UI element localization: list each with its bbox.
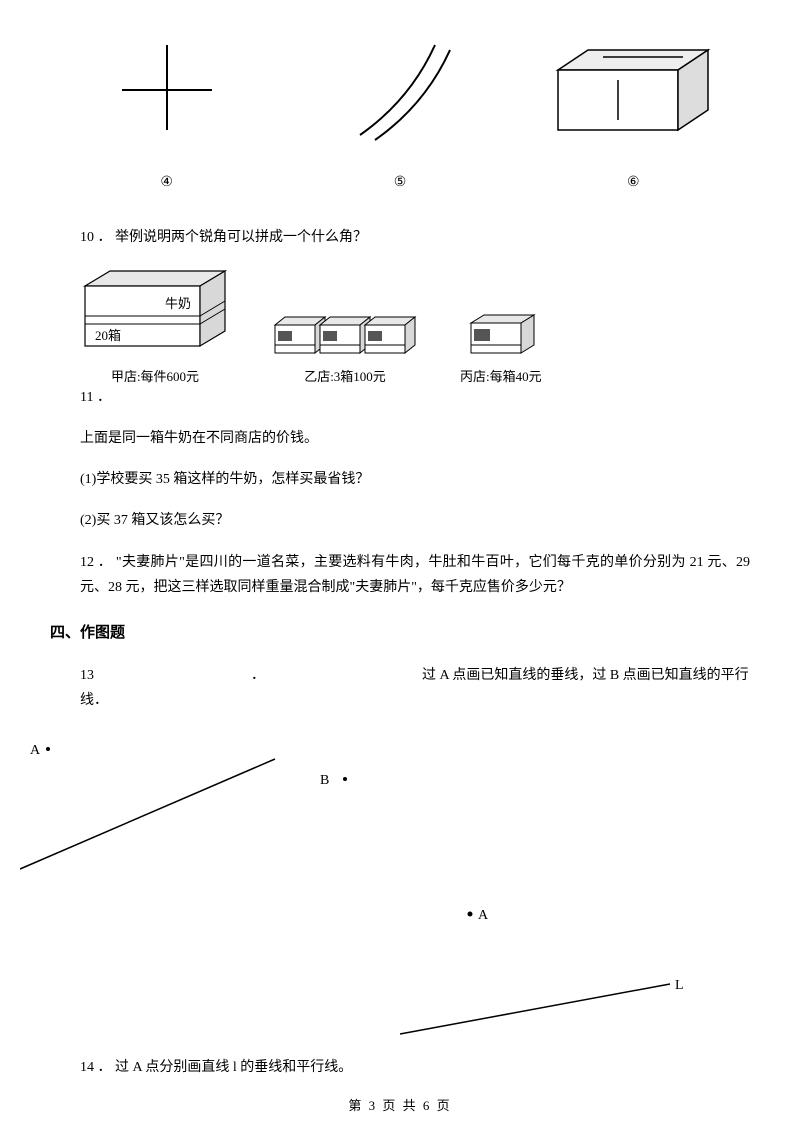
figure-6-box — [517, 40, 750, 150]
q11-num: 11 ． — [80, 390, 111, 405]
milk-label-1: 牛奶 — [165, 296, 191, 311]
question-14: 14 ． 过 A 点分别画直线 l 的垂线和平行线。 — [80, 1055, 750, 1080]
label-4: ④ — [160, 170, 173, 195]
q11-sub1: (1)学校要买 35 箱这样的牛奶，怎样买最省钱？ — [80, 467, 750, 492]
svg-text:B: B — [320, 773, 329, 788]
milk-label-2: 20箱 — [95, 328, 121, 343]
figures-row — [50, 30, 750, 160]
drawing-area-1: A B — [50, 729, 750, 879]
question-13: 13 ． 过 A 点画已知直线的垂线，过 B 点画已知直线的平行线． — [80, 663, 750, 713]
milk-boxes-3-icon — [270, 301, 420, 361]
page-footer: 第 3 页 共 6 页 — [0, 1094, 800, 1117]
milk-box-single-icon — [461, 301, 541, 361]
store-yi: 乙店:3箱100元 — [270, 301, 420, 388]
q14-text: 过 A 点分别画直线 l 的垂线和平行线。 — [115, 1060, 352, 1075]
store-jia: 牛奶 20箱 甲店:每件600元 — [80, 266, 230, 388]
label-6: ⑥ — [627, 170, 640, 195]
cross-icon — [112, 40, 222, 150]
section-4-title: 四、作图题 — [50, 620, 750, 647]
drawing-area-2: A L — [50, 889, 750, 1039]
q12-text: "夫妻肺片"是四川的一道名菜，主要选料有牛肉，牛肚和牛百叶，它们每千克的单价分别… — [80, 555, 750, 595]
figure-4-cross — [50, 40, 283, 150]
svg-text:A: A — [478, 908, 489, 923]
q10-text: 举例说明两个锐角可以拼成一个什么角？ — [115, 230, 367, 245]
store-bing: 丙店:每箱40元 — [460, 301, 542, 388]
store-jia-caption: 甲店:每件600元 — [111, 365, 199, 388]
milk-stores-row: 牛奶 20箱 甲店:每件600元 — [80, 266, 750, 388]
figure-labels-row: ④ ⑤ ⑥ — [50, 170, 750, 195]
q11-sub2: (2)买 37 箱又该怎么买？ — [80, 508, 750, 533]
figure-5-arcs — [283, 40, 516, 150]
q13-num: 13 — [80, 668, 94, 683]
svg-text:A: A — [30, 743, 41, 758]
store-yi-caption: 乙店:3箱100元 — [304, 365, 386, 388]
store-bing-caption: 丙店:每箱40元 — [460, 365, 542, 388]
question-12: 12 ． "夫妻肺片"是四川的一道名菜，主要选料有牛肉，牛肚和牛百叶，它们每千克… — [80, 550, 750, 600]
svg-text:L: L — [675, 978, 684, 993]
q11-intro: 上面是同一箱牛奶在不同商店的价钱。 — [80, 426, 750, 451]
q12-num: 12 ． — [80, 555, 112, 570]
milk-box-large-icon: 牛奶 20箱 — [80, 266, 230, 361]
q14-num: 14 ． — [80, 1060, 112, 1075]
arcs-icon — [340, 40, 460, 150]
label-5: ⑤ — [394, 170, 407, 195]
q10-num: 10 ． — [80, 230, 112, 245]
box3d-icon — [548, 40, 718, 150]
q13-dot: ． — [251, 668, 265, 683]
question-10: 10 ． 举例说明两个锐角可以拼成一个什么角？ — [80, 225, 750, 250]
q13-text: 过 A 点画已知直线的垂线，过 B 点画已知直线的平行线． — [80, 668, 749, 708]
